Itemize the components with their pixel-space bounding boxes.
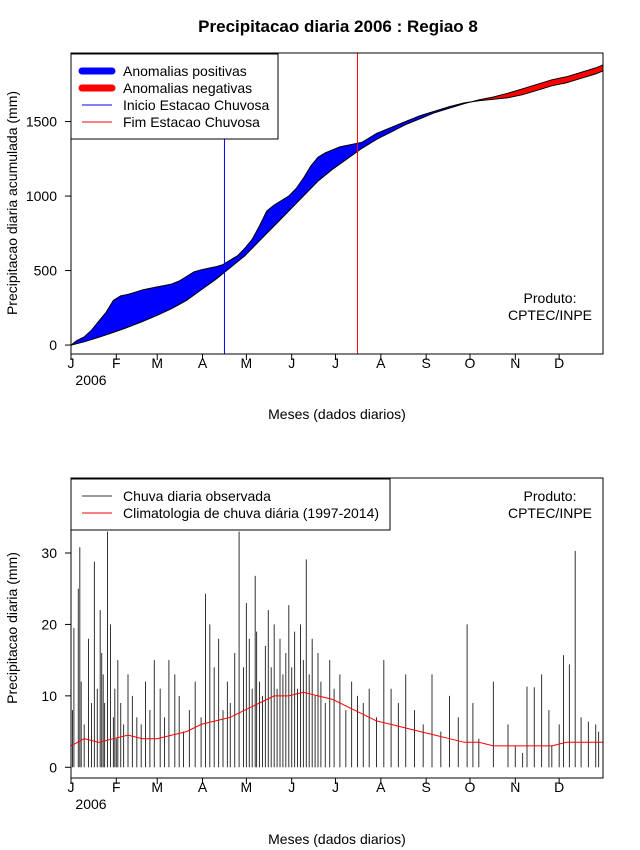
positive-anomaly-area bbox=[71, 64, 603, 346]
bottom-x-tick-label: A bbox=[198, 779, 208, 795]
credit-line2-top: CPTEC/INPE bbox=[508, 307, 592, 323]
top-x-tick-label: N bbox=[510, 355, 520, 371]
top-x-tick-label: F bbox=[112, 355, 121, 371]
bottom-y-tick-label: 10 bbox=[41, 688, 57, 704]
cumulative-precipitation-panel: Precipitacao diaria 2006 : Regiao 8 J F M A… bbox=[4, 17, 604, 422]
top-x-tick-label: A bbox=[376, 355, 386, 371]
bottom-y-tick-label: 0 bbox=[49, 759, 57, 775]
legend-label-negative: Anomalias negativas bbox=[123, 80, 252, 96]
bottom-x-tick-label: S bbox=[421, 779, 430, 795]
bottom-x-tick-label: F bbox=[112, 779, 121, 795]
bottom-y-tick-label: 20 bbox=[41, 616, 57, 632]
bottom-x-tick-label: D bbox=[554, 779, 564, 795]
legend-box-bottom bbox=[70, 478, 391, 531]
credit-line1-top: Produto: bbox=[524, 290, 577, 306]
legend-top: Anomalias positivas Anomalias negativas … bbox=[70, 53, 279, 140]
y-axis-bottom: 0 10 20 30 bbox=[41, 545, 72, 775]
legend-bottom: Chuva diaria observada Climatologia de c… bbox=[70, 478, 391, 531]
top-x-tick-label: A bbox=[198, 355, 208, 371]
top-x-tick-label: M bbox=[241, 355, 253, 371]
x-axis-label-bottom: Meses (dados diarios) bbox=[268, 831, 406, 847]
bottom-x-tick-label: J bbox=[332, 779, 339, 795]
daily-data-layer bbox=[70, 531, 603, 768]
top-x-tick-label: J bbox=[68, 355, 75, 371]
legend-label-season-start: Inicio Estacao Chuvosa bbox=[123, 97, 270, 113]
bottom-x-tick-label: J bbox=[68, 779, 75, 795]
legend-label-climatology: Climatologia de chuva diária (1997-2014) bbox=[123, 505, 379, 521]
legend-label-observed: Chuva diaria observada bbox=[123, 488, 271, 504]
y-axis-top: 0 500 1000 1500 bbox=[26, 114, 72, 353]
top-x-tick-label: M bbox=[151, 355, 163, 371]
top-x-tick-label: O bbox=[465, 355, 476, 371]
y-axis-label-bottom: Precipitacao diaria (mm) bbox=[4, 552, 20, 704]
top-y-tick-label: 0 bbox=[49, 337, 57, 353]
top-x-tick-label: D bbox=[554, 355, 564, 371]
x-axis-label-top: Meses (dados diarios) bbox=[268, 406, 406, 422]
bottom-x-tick-label: J bbox=[288, 779, 295, 795]
top-x-tick-label: J bbox=[332, 355, 339, 371]
top-y-tick-label: 1000 bbox=[26, 188, 57, 204]
top-x-tick-label: J bbox=[288, 355, 295, 371]
top-y-tick-label: 500 bbox=[34, 263, 58, 279]
observed-cumulative-line bbox=[70, 70, 604, 346]
bottom-x-tick-label: N bbox=[510, 779, 520, 795]
bottom-y-tick-label: 30 bbox=[41, 545, 57, 561]
bottom-x-tick-label: O bbox=[465, 779, 476, 795]
top-y-tick-label: 1500 bbox=[26, 114, 57, 130]
climatology-daily-line bbox=[70, 691, 603, 747]
legend-label-season-end: Fim Estacao Chuvosa bbox=[123, 114, 260, 130]
credit-line1-bottom: Produto: bbox=[524, 488, 577, 504]
climatology-cumulative-line bbox=[70, 64, 604, 346]
bottom-x-tick-label: A bbox=[376, 779, 386, 795]
credit-line2-bottom: CPTEC/INPE bbox=[508, 505, 592, 521]
year-label-top: 2006 bbox=[75, 372, 106, 388]
chart-title: Precipitacao diaria 2006 : Regiao 8 bbox=[198, 17, 478, 36]
bottom-x-tick-label: M bbox=[151, 779, 163, 795]
year-label-bottom: 2006 bbox=[75, 796, 106, 812]
legend-label-positive: Anomalias positivas bbox=[123, 63, 247, 79]
daily-precipitation-panel: J F M A M J J A S O N D 0 10 20 30 2006 Meses (dados d… bbox=[4, 477, 604, 847]
bottom-x-tick-label: M bbox=[241, 779, 253, 795]
y-axis-label-top: Precipitacao diaria acumulada (mm) bbox=[4, 91, 20, 315]
top-x-tick-label: S bbox=[421, 355, 430, 371]
